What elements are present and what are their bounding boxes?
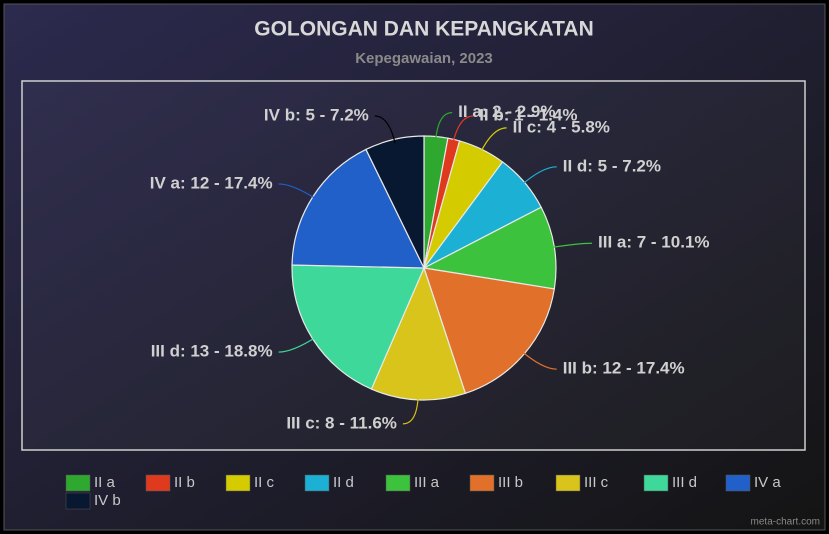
leader-line	[278, 183, 317, 200]
legend-swatch	[469, 474, 495, 492]
data-label: II b: 1 - 1.4%	[479, 106, 577, 125]
chart-title: GOLONGAN DAN KEPANGKATAN	[254, 18, 594, 41]
data-label: IV b: 5 - 7.2%	[264, 106, 369, 125]
legend-swatch	[555, 474, 581, 492]
leader-line	[521, 166, 557, 186]
leader-line	[452, 115, 474, 144]
legend-label: II d	[333, 474, 354, 491]
credit: meta-chart.com	[751, 517, 820, 528]
leader-line	[521, 350, 557, 370]
legend-swatch	[725, 474, 751, 492]
legend-label: III b	[498, 474, 523, 491]
legend-swatch	[304, 474, 330, 492]
legend-label: III a	[414, 474, 440, 491]
leader-line	[550, 242, 593, 249]
leader-line	[374, 115, 396, 144]
legend-label: II c	[254, 474, 275, 491]
legend-swatch	[65, 492, 91, 510]
data-label: II a: 2 - 2.9%	[458, 102, 555, 121]
leader-line	[278, 336, 317, 353]
legend-label: II a	[94, 474, 116, 491]
chart-subtitle: Kepegawaian, 2023	[355, 50, 493, 67]
data-label: II c: 4 - 5.8%	[513, 117, 610, 136]
legend-swatch	[145, 474, 171, 492]
legend-label: III d	[672, 474, 697, 491]
data-label: IV a: 12 - 17.4%	[150, 173, 273, 192]
leader-line	[402, 395, 419, 425]
plot-frame	[21, 80, 806, 451]
data-label: III b: 12 - 17.4%	[563, 359, 685, 378]
legend-swatch	[643, 474, 669, 492]
data-label: II d: 5 - 7.2%	[563, 156, 661, 175]
data-label: III a: 7 - 10.1%	[598, 233, 710, 252]
legend-swatch	[385, 474, 411, 492]
leader-line	[479, 127, 507, 154]
leader-line	[435, 112, 453, 141]
data-label: III c: 8 - 11.6%	[286, 413, 397, 432]
legend-label: IV b	[94, 492, 121, 509]
legend-swatch	[65, 474, 91, 492]
data-label: III d: 13 - 18.8%	[151, 342, 273, 361]
legend-swatch	[225, 474, 251, 492]
legend-label: III c	[584, 474, 609, 491]
legend-label: II b	[174, 474, 195, 491]
legend-label: IV a	[754, 474, 781, 491]
